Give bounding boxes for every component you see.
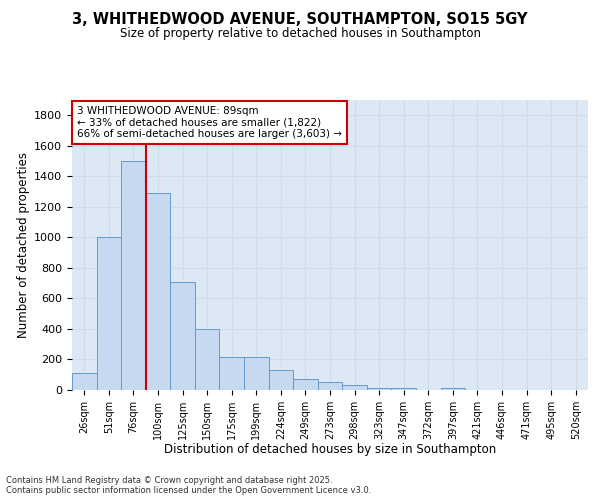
Bar (440, 388, 465, 390)
Text: 3 WHITHEDWOOD AVENUE: 89sqm
← 33% of detached houses are smaller (1,822)
66% of : 3 WHITHEDWOOD AVENUE: 89sqm ← 33% of det… (77, 106, 342, 139)
Bar (391, 388, 416, 390)
Bar (121, 161, 146, 390)
Bar (195, 329, 220, 390)
Bar (318, 382, 342, 390)
Text: 3, WHITHEDWOOD AVENUE, SOUTHAMPTON, SO15 5GY: 3, WHITHEDWOOD AVENUE, SOUTHAMPTON, SO15… (72, 12, 528, 28)
Bar (97, 238, 121, 390)
Bar (220, 357, 244, 390)
Bar (244, 357, 269, 390)
Bar (293, 380, 318, 390)
Text: Size of property relative to detached houses in Southampton: Size of property relative to detached ho… (119, 28, 481, 40)
Bar (72, 373, 97, 390)
Bar (269, 370, 293, 390)
Y-axis label: Number of detached properties: Number of detached properties (17, 152, 30, 338)
Bar (342, 384, 367, 390)
X-axis label: Distribution of detached houses by size in Southampton: Distribution of detached houses by size … (164, 444, 496, 456)
Bar (146, 193, 170, 390)
Text: Contains HM Land Registry data © Crown copyright and database right 2025.
Contai: Contains HM Land Registry data © Crown c… (6, 476, 371, 495)
Bar (170, 282, 195, 390)
Bar (367, 388, 391, 390)
